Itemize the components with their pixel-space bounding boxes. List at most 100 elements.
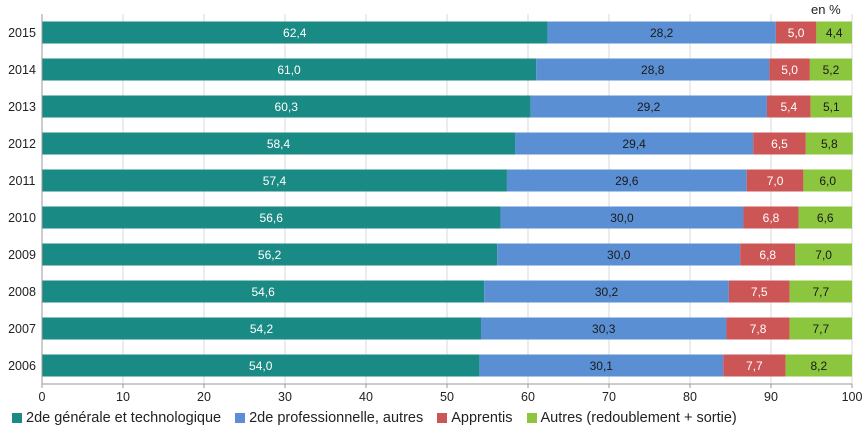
x-tick-label: 30 <box>278 390 292 404</box>
data-label: 30,1 <box>590 359 614 373</box>
data-label: 29,6 <box>615 174 639 188</box>
data-label: 28,8 <box>641 63 665 77</box>
x-tick-label: 0 <box>39 390 46 404</box>
data-label: 54,0 <box>249 359 273 373</box>
bar-segment <box>766 95 811 118</box>
data-label: 60,3 <box>275 100 299 114</box>
data-label: 7,7 <box>812 285 829 299</box>
data-label: 57,4 <box>263 174 287 188</box>
data-label: 7,7 <box>746 359 763 373</box>
x-tick-label: 20 <box>197 390 211 404</box>
bar-segment <box>506 169 747 192</box>
bar-segment <box>810 95 852 118</box>
bar-segment <box>726 317 790 340</box>
bar-segment <box>42 95 531 118</box>
bar-segment <box>42 280 485 303</box>
data-label: 7,5 <box>751 285 768 299</box>
legend-item-others: Autres (redoublement + sortie) <box>526 410 737 426</box>
bar-segment <box>481 317 727 340</box>
bar-segment <box>740 243 796 266</box>
data-label: 7,0 <box>815 248 832 262</box>
x-tick-label: 60 <box>521 390 535 404</box>
x-tick-label: 70 <box>602 390 616 404</box>
bar-segment <box>42 21 548 44</box>
data-label: 56,6 <box>260 211 284 225</box>
y-tick-label: 2006 <box>8 359 36 373</box>
y-tick-label: 2011 <box>9 174 36 188</box>
bar-segment <box>42 317 482 340</box>
data-label: 6,8 <box>759 248 776 262</box>
data-label: 54,2 <box>250 322 274 336</box>
bar-segment <box>42 243 498 266</box>
bar-segment <box>746 169 804 192</box>
unit-label: en % <box>811 2 841 17</box>
bar-segment <box>789 280 852 303</box>
bar-segment <box>789 317 852 340</box>
bar-segment <box>497 243 741 266</box>
data-label: 56,2 <box>258 248 282 262</box>
bar-segment <box>42 169 507 192</box>
bar-segment <box>484 280 729 303</box>
legend-item-general: 2de générale et technologique <box>12 410 221 426</box>
y-tick-label: 2014 <box>8 63 36 77</box>
data-label: 7,8 <box>750 322 767 336</box>
data-label: 30,3 <box>592 322 616 336</box>
bar-segment <box>743 206 799 229</box>
y-tick-label: 2008 <box>8 285 36 299</box>
legend-item-apprentices: Apprentis <box>437 410 513 426</box>
data-label: 5,1 <box>823 100 840 114</box>
y-tick-label: 2013 <box>8 100 36 114</box>
bar-segment <box>816 21 852 44</box>
legend-label-others: Autres (redoublement + sortie) <box>540 410 737 426</box>
bar-segment <box>723 354 786 377</box>
legend-swatch-general <box>12 413 22 423</box>
data-label: 6,5 <box>771 137 788 151</box>
data-label: 8,2 <box>810 359 827 373</box>
y-tick-label: 2012 <box>8 137 36 151</box>
data-label: 7,7 <box>812 322 829 336</box>
data-label: 30,0 <box>610 211 634 225</box>
data-label: 6,8 <box>763 211 780 225</box>
data-label: 5,0 <box>788 26 805 40</box>
bar-segment <box>42 206 501 229</box>
legend-item-professional: 2de professionnelle, autres <box>235 410 423 426</box>
data-label: 5,4 <box>780 100 797 114</box>
bar-segment <box>42 354 480 377</box>
bar-segment <box>753 132 806 155</box>
x-tick-label: 40 <box>359 390 373 404</box>
data-label: 5,8 <box>821 137 838 151</box>
bar-segment <box>479 354 724 377</box>
bar-segment <box>795 243 852 266</box>
bar-segment <box>798 206 852 229</box>
legend-label-professional: 2de professionnelle, autres <box>249 410 424 426</box>
data-label: 62,4 <box>283 26 307 40</box>
bar-segment <box>809 58 852 81</box>
data-label: 58,4 <box>267 137 291 151</box>
y-tick-label: 2009 <box>8 248 36 262</box>
legend-label-general: 2de générale et technologique <box>26 410 222 426</box>
bar-segment <box>769 58 810 81</box>
x-tick-label: 100 <box>842 390 863 404</box>
y-tick-label: 2015 <box>8 26 36 40</box>
bar-segment <box>536 58 770 81</box>
x-tick-label: 80 <box>683 390 697 404</box>
data-label: 4,4 <box>826 26 843 40</box>
data-label: 30,2 <box>595 285 619 299</box>
data-label: 29,2 <box>637 100 661 114</box>
bar-segment <box>805 132 853 155</box>
data-label: 6,6 <box>817 211 834 225</box>
legend-swatch-apprentices <box>437 413 448 423</box>
bar-segment <box>728 280 790 303</box>
bar-segment <box>515 132 754 155</box>
bar-segment <box>547 21 776 44</box>
bar-segment <box>785 354 852 377</box>
legend-label-apprentices: Apprentis <box>451 410 513 426</box>
bar-segment <box>42 132 516 155</box>
bar-segment <box>42 58 537 81</box>
data-label: 6,0 <box>819 174 836 188</box>
bar-segment <box>775 21 817 44</box>
legend: 2de générale et technologique 2de profes… <box>12 410 751 426</box>
data-label: 5,0 <box>781 63 798 77</box>
x-tick-label: 10 <box>116 390 130 404</box>
bar-segment <box>500 206 744 229</box>
